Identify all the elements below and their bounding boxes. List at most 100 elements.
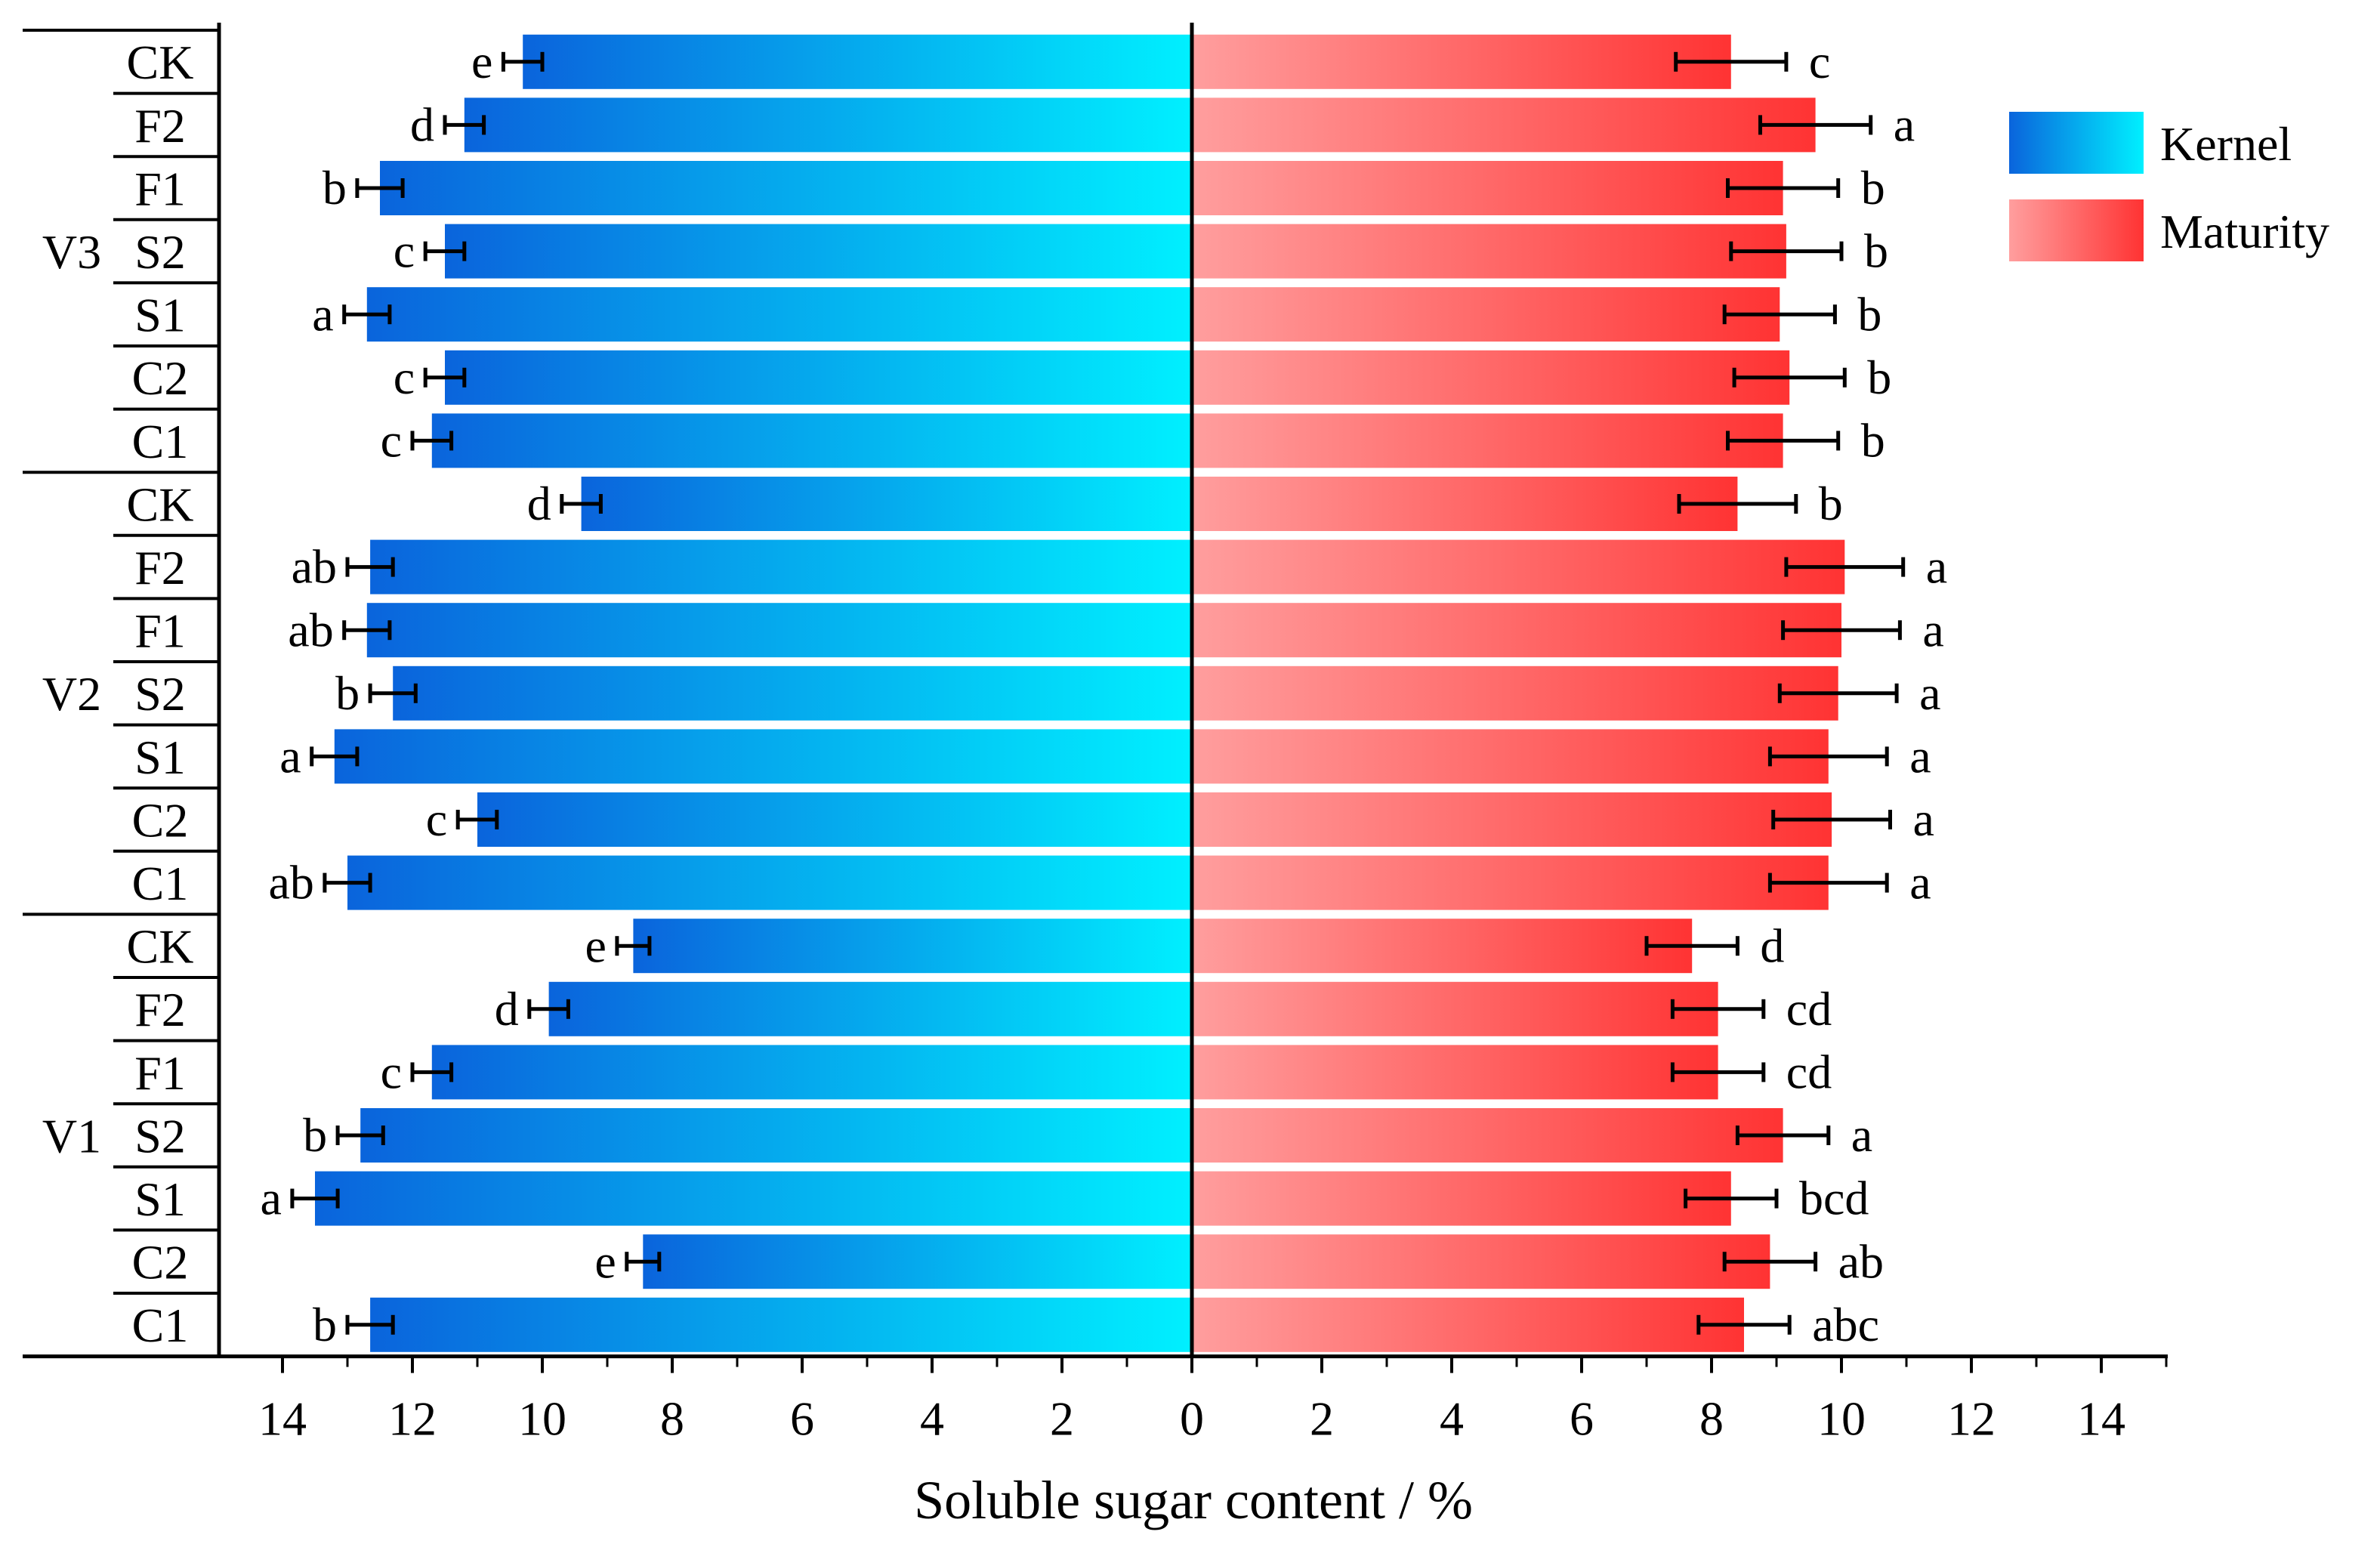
legend-swatch-kernel <box>2009 112 2144 174</box>
treatment-label-v1-f2: F2 <box>134 983 186 1036</box>
maturity-sig-letter-v3-s1: b <box>1857 287 1881 341</box>
maturity-sig-letter-v3-f1: b <box>1861 161 1885 215</box>
bars-layer <box>315 34 1845 1352</box>
kernel-bar-v1-s1 <box>315 1171 1192 1226</box>
kernel-sig-letter-v3-c2: c <box>394 350 415 404</box>
treatment-label-v2-s2: S2 <box>134 667 186 721</box>
maturity-sig-letter-v2-ck: b <box>1819 477 1843 530</box>
kernel-sig-letter-v2-c1: ab <box>268 856 313 909</box>
maturity-bar-v2-c1 <box>1192 855 1829 910</box>
x-tick-label-left-12: 12 <box>388 1392 437 1446</box>
kernel-bar-v2-s1 <box>334 729 1192 784</box>
maturity-sig-letter-v3-s2: b <box>1864 224 1888 278</box>
kernel-sig-letter-v3-f2: d <box>410 98 434 152</box>
maturity-bar-v3-ck <box>1192 34 1731 89</box>
maturity-sig-letter-v3-c2: b <box>1867 350 1891 404</box>
kernel-sig-letter-v2-ck: d <box>527 477 551 530</box>
maturity-bar-v3-s1 <box>1192 287 1780 342</box>
maturity-bar-v2-s1 <box>1192 729 1829 784</box>
treatment-label-v2-f1: F1 <box>134 604 186 658</box>
maturity-bar-v1-f2 <box>1192 981 1718 1036</box>
legend: Kernel Maturity <box>2009 112 2329 261</box>
kernel-sig-letter-v3-ck: e <box>471 35 492 88</box>
kernel-bar-v1-s2 <box>360 1108 1193 1163</box>
kernel-bar-v1-f1 <box>431 1045 1192 1100</box>
treatment-label-v2-c2: C2 <box>132 793 189 847</box>
kernel-sig-letter-v3-s1: a <box>312 287 333 341</box>
x-tick-label-left-14: 14 <box>258 1392 307 1446</box>
treatment-label-v2-c1: C1 <box>132 857 189 910</box>
kernel-bar-v1-f2 <box>548 981 1192 1036</box>
kernel-sig-letter-v2-f1: ab <box>288 603 333 656</box>
treatment-label-v1-ck: CK <box>127 920 194 974</box>
treatment-label-v1-s1: S1 <box>134 1172 186 1226</box>
x-tick-label-right-14: 14 <box>2077 1392 2125 1446</box>
kernel-sig-letter-v2-f2: ab <box>292 540 337 594</box>
x-tick-label-right-8: 8 <box>1699 1392 1724 1446</box>
kernel-bar-v3-ck <box>523 34 1192 89</box>
kernel-sig-letter-v1-s1: a <box>260 1172 281 1225</box>
maturity-sig-letter-v3-f2: a <box>1894 98 1915 152</box>
x-tick-label-right-4: 4 <box>1440 1392 1464 1446</box>
legend-swatch-maturity <box>2009 199 2144 261</box>
x-tick-label-right-10: 10 <box>1817 1392 1866 1446</box>
kernel-sig-letter-v2-s2: b <box>335 666 360 720</box>
legend-label-maturity: Maturity <box>2160 205 2329 258</box>
treatment-label-v1-f1: F1 <box>134 1046 186 1100</box>
maturity-sig-letter-v1-ck: d <box>1760 919 1784 972</box>
maturity-bar-v3-c2 <box>1192 350 1790 405</box>
axes-layer <box>23 23 2168 1373</box>
group-label-v1: V1 <box>42 1109 101 1163</box>
kernel-bar-v3-s2 <box>445 224 1192 279</box>
maturity-bar-v1-ck <box>1192 919 1693 974</box>
x-axis-title: Soluble sugar content / % <box>914 1470 1473 1530</box>
maturity-sig-letter-v2-f2: a <box>1926 540 1947 594</box>
maturity-sig-letter-v2-f1: a <box>1922 603 1943 656</box>
maturity-sig-letter-v1-f1: cd <box>1786 1045 1832 1099</box>
maturity-sig-letter-v1-c1: abc <box>1812 1298 1879 1351</box>
treatment-label-v3-f1: F1 <box>134 162 186 215</box>
treatment-label-v3-ck: CK <box>127 36 194 89</box>
x-tick-label-right-6: 6 <box>1570 1392 1594 1446</box>
treatment-label-v1-s2: S2 <box>134 1109 186 1163</box>
maturity-sig-letter-v1-s2: a <box>1851 1108 1872 1162</box>
kernel-bar-v2-ck <box>581 477 1192 531</box>
kernel-bar-v2-c1 <box>347 855 1192 910</box>
maturity-sig-letter-v2-c1: a <box>1909 856 1931 909</box>
maturity-bar-v2-s2 <box>1192 665 1838 721</box>
kernel-sig-letter-v1-s2: b <box>303 1108 327 1162</box>
group-label-v3: V3 <box>42 225 101 279</box>
kernel-bar-v1-c1 <box>370 1297 1193 1352</box>
treatment-label-v3-s2: S2 <box>134 225 186 279</box>
kernel-bar-v3-c1 <box>431 413 1192 468</box>
x-tick-label-left-8: 8 <box>660 1392 684 1446</box>
kernel-sig-letter-v2-s1: a <box>279 730 301 783</box>
x-tick-label-left-2: 2 <box>1050 1392 1074 1446</box>
kernel-sig-letter-v3-s2: c <box>394 224 415 278</box>
kernel-sig-letter-v3-c1: c <box>381 414 402 468</box>
maturity-bar-v1-c1 <box>1192 1297 1744 1352</box>
maturity-sig-letter-v1-f2: cd <box>1786 982 1832 1036</box>
treatment-label-v1-c1: C1 <box>132 1299 189 1352</box>
x-tick-label-left-10: 10 <box>518 1392 566 1446</box>
maturity-bar-v2-c2 <box>1192 792 1832 847</box>
kernel-bar-v1-c2 <box>643 1234 1192 1289</box>
maturity-sig-letter-v3-ck: c <box>1809 35 1830 88</box>
kernel-sig-letter-v3-f1: b <box>323 161 347 215</box>
treatment-label-v2-ck: CK <box>127 477 194 531</box>
treatment-label-v3-s1: S1 <box>134 289 186 342</box>
kernel-sig-letter-v1-c1: b <box>313 1298 337 1351</box>
treatment-label-v2-f2: F2 <box>134 541 186 594</box>
treatment-label-v1-c2: C2 <box>132 1236 189 1289</box>
group-label-v2: V2 <box>42 667 101 721</box>
maturity-sig-letter-v1-c2: ab <box>1838 1234 1884 1288</box>
kernel-bar-v3-f2 <box>464 97 1192 153</box>
maturity-bar-v2-ck <box>1192 477 1738 531</box>
maturity-bar-v1-f1 <box>1192 1045 1718 1100</box>
kernel-bar-v3-s1 <box>366 287 1192 342</box>
maturity-bar-v3-s2 <box>1192 224 1786 279</box>
kernel-bar-v3-f1 <box>380 161 1192 215</box>
maturity-bar-v3-f2 <box>1192 97 1816 153</box>
